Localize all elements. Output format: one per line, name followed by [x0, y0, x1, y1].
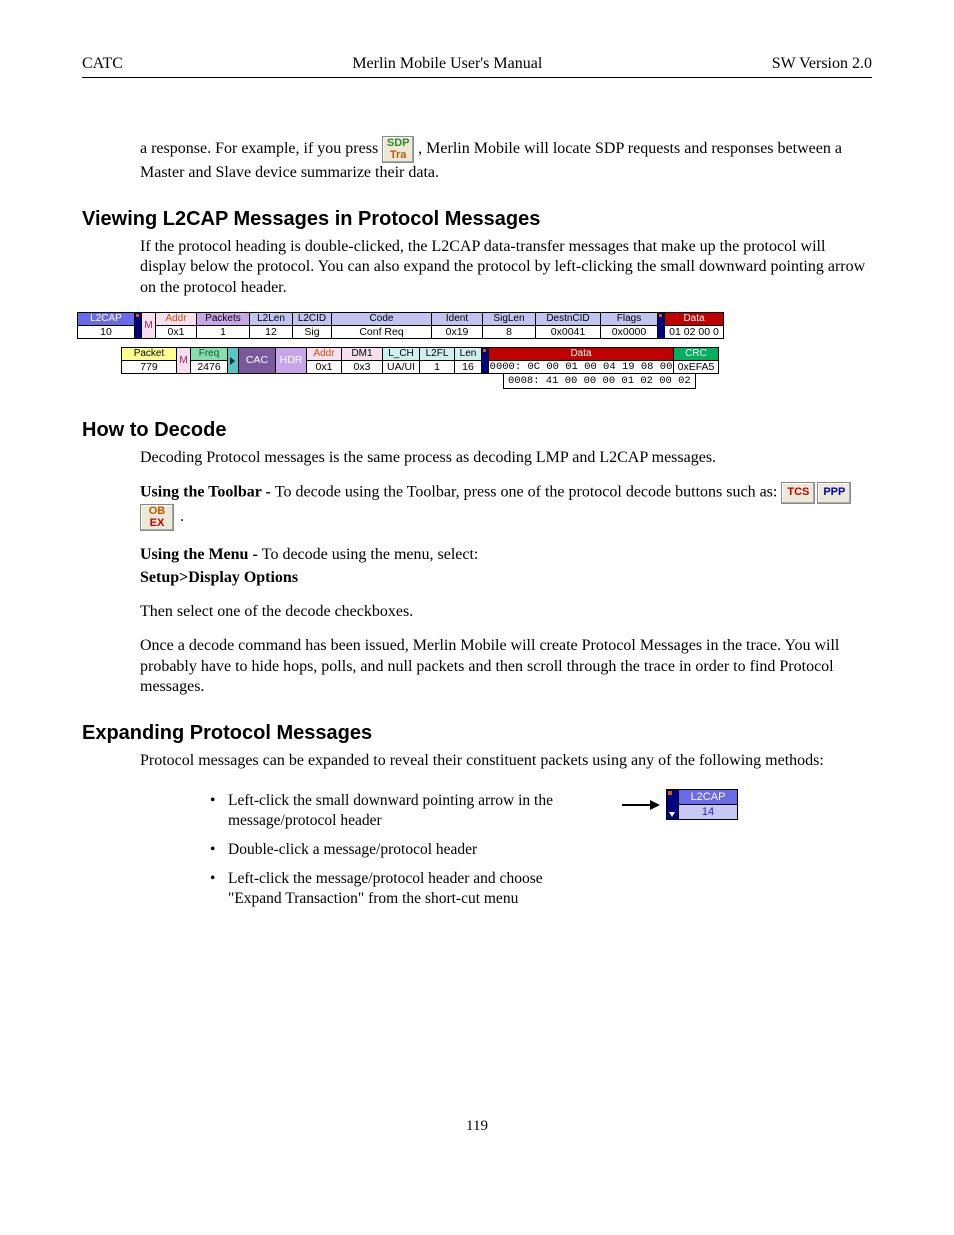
- decode-para2: Then select one of the decode checkboxes…: [140, 602, 872, 622]
- trace-cell: Addr0x1: [306, 347, 342, 374]
- decode-para3: Once a decode command has been issued, M…: [140, 636, 872, 697]
- trace-cell: CAC: [238, 347, 276, 374]
- decode-para1: Decoding Protocol messages is the same p…: [140, 448, 872, 468]
- expand-bullet: Left-click the message/protocol header a…: [210, 869, 590, 908]
- expand-bullet: Left-click the small downward pointing a…: [210, 791, 590, 830]
- arrow-icon: [620, 797, 660, 813]
- h2-viewing: Viewing L2CAP Messages in Protocol Messa…: [82, 208, 872, 231]
- header-rule: [82, 77, 872, 78]
- trace-cell: L2Len12: [249, 312, 293, 339]
- trace-cell: Packets1: [196, 312, 250, 339]
- trace-cell: L_CHUA/UI: [382, 347, 420, 374]
- trace-marker[interactable]: [134, 312, 142, 339]
- trace-cell: DestnCID0x0041: [535, 312, 601, 339]
- trace-cell: DM10x3: [341, 347, 383, 374]
- expand-cell-top[interactable]: L2CAP: [679, 790, 738, 805]
- trace-cell: HDR: [275, 347, 307, 374]
- trace-cell: Addr0x1: [155, 312, 197, 339]
- trace-cell: L2CIDSig: [292, 312, 332, 339]
- trace-cell: L2CAP10: [77, 312, 135, 339]
- expand-tri-icon[interactable]: [227, 347, 239, 374]
- decode-menu-path: Setup>Display Options: [140, 568, 872, 588]
- page-number: 119: [82, 1118, 872, 1135]
- trace-marker[interactable]: [481, 347, 489, 374]
- trace-cell: CRC0xEFA5: [673, 347, 719, 374]
- trace-cell: Packet779: [121, 347, 177, 374]
- expand-diagram: L2CAP 14: [620, 789, 738, 820]
- trace-cell: L2FL1: [419, 347, 455, 374]
- trace-cell: Data01 02 00 0: [664, 312, 724, 339]
- trace-cell: Freq2476: [190, 347, 228, 374]
- trace-extra-data: 0008: 41 00 00 00 01 02 00 02: [503, 373, 696, 389]
- trace-cell: Flags0x0000: [600, 312, 658, 339]
- expand-cell-bot: 14: [679, 805, 738, 820]
- trace-diagram: L2CAP10MAddr0x1Packets1L2Len12L2CIDSigCo…: [77, 312, 872, 389]
- trace-row-packet: Packet779MFreq2476 CACHDRAddr0x1DM10x3L_C…: [121, 347, 718, 374]
- expand-para: Protocol messages can be expanded to rev…: [140, 751, 872, 771]
- sdp-tra-button[interactable]: SDP Tra: [382, 136, 414, 163]
- trace-cell: SigLen8: [482, 312, 536, 339]
- expand-marker[interactable]: [667, 790, 679, 820]
- trace-cell: Len16: [454, 347, 482, 374]
- h2-expand: Expanding Protocol Messages: [82, 722, 872, 745]
- master-indicator: M: [176, 347, 191, 374]
- hdr-center: Merlin Mobile User's Manual: [352, 55, 542, 73]
- protocol-decode-button[interactable]: PPP: [817, 482, 851, 504]
- expand-bullet: Double-click a message/protocol header: [210, 840, 590, 859]
- protocol-decode-button[interactable]: OBEX: [140, 504, 174, 531]
- hdr-left: CATC: [82, 55, 123, 73]
- viewing-para: If the protocol heading is double-clicke…: [140, 237, 872, 298]
- trace-row-l2cap: L2CAP10MAddr0x1Packets1L2Len12L2CIDSigCo…: [77, 312, 872, 339]
- trace-cell: Ident0x19: [431, 312, 483, 339]
- hdr-right: SW Version 2.0: [772, 55, 872, 73]
- trace-marker[interactable]: [657, 312, 665, 339]
- decode-toolbar-para: Using the Toolbar - To decode using the …: [140, 482, 872, 531]
- decode-menu-para: Using the Menu - To decode using the men…: [140, 545, 872, 565]
- page-header: CATC Merlin Mobile User's Manual SW Vers…: [82, 55, 872, 73]
- trace-cell: CodeConf Req: [331, 312, 432, 339]
- h2-decode: How to Decode: [82, 419, 872, 442]
- expand-bullets: Left-click the small downward pointing a…: [210, 791, 590, 918]
- master-indicator: M: [141, 312, 156, 339]
- intro-paragraph: a response. For example, if you press SD…: [140, 136, 872, 184]
- trace-cell: Data0000: 0C 00 01 00 04 19 08 00: [488, 347, 674, 374]
- protocol-decode-button[interactable]: TCS: [781, 482, 815, 504]
